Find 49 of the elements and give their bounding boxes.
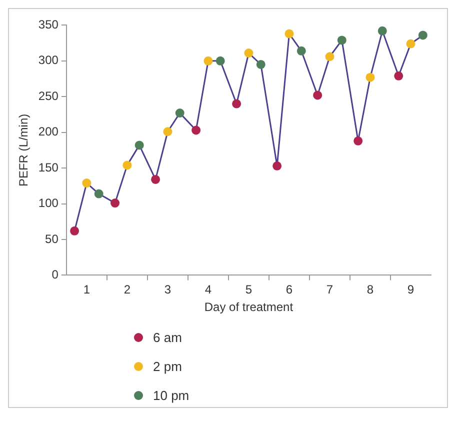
y-tick-label: 0 (52, 268, 59, 282)
x-tick-label: 8 (366, 282, 374, 297)
point (175, 108, 184, 118)
x-tick-label: 2 (124, 282, 131, 297)
point (272, 161, 282, 170)
point (244, 48, 254, 58)
point (192, 126, 201, 135)
point (204, 56, 213, 66)
x-tick-label: 5 (245, 282, 252, 297)
point (354, 136, 363, 146)
x-axis-title: Day of treatment (204, 300, 294, 314)
point (94, 189, 104, 198)
point (110, 198, 120, 208)
point (406, 39, 416, 48)
x-tick-label: 6 (286, 282, 293, 297)
y-tick-label: 200 (38, 124, 59, 139)
y-tick-label: 250 (38, 88, 59, 103)
point (82, 178, 92, 188)
x-tick-label: 7 (326, 282, 334, 297)
point (151, 174, 160, 184)
point (134, 140, 144, 150)
point (296, 46, 306, 56)
y-tick-label: 150 (38, 160, 59, 174)
legend-label: 2 pm (153, 359, 182, 374)
x-tick-label: 4 (204, 282, 212, 297)
point (163, 127, 172, 136)
point (325, 52, 334, 62)
x-tick-label: 9 (407, 282, 414, 297)
y-tick-label: 300 (38, 53, 59, 68)
point (70, 226, 80, 236)
legend-label: 10 pm (153, 388, 190, 403)
x-tick-label: 3 (164, 282, 172, 297)
point (122, 160, 132, 170)
point (378, 26, 387, 36)
point (337, 36, 346, 45)
point (366, 72, 375, 82)
point (216, 56, 225, 66)
y-tick-label: 50 (45, 232, 59, 246)
point (394, 71, 404, 80)
x-tick-label: 1 (83, 282, 90, 297)
point (313, 90, 322, 100)
point (232, 99, 242, 108)
y-tick-label: 350 (38, 18, 59, 32)
point (284, 29, 294, 38)
y-axis-title: PEFR (L/min) (16, 114, 31, 187)
legend-label: 6 am (153, 330, 182, 345)
y-tick-label: 100 (38, 196, 59, 210)
point (418, 30, 428, 40)
point (256, 60, 266, 69)
